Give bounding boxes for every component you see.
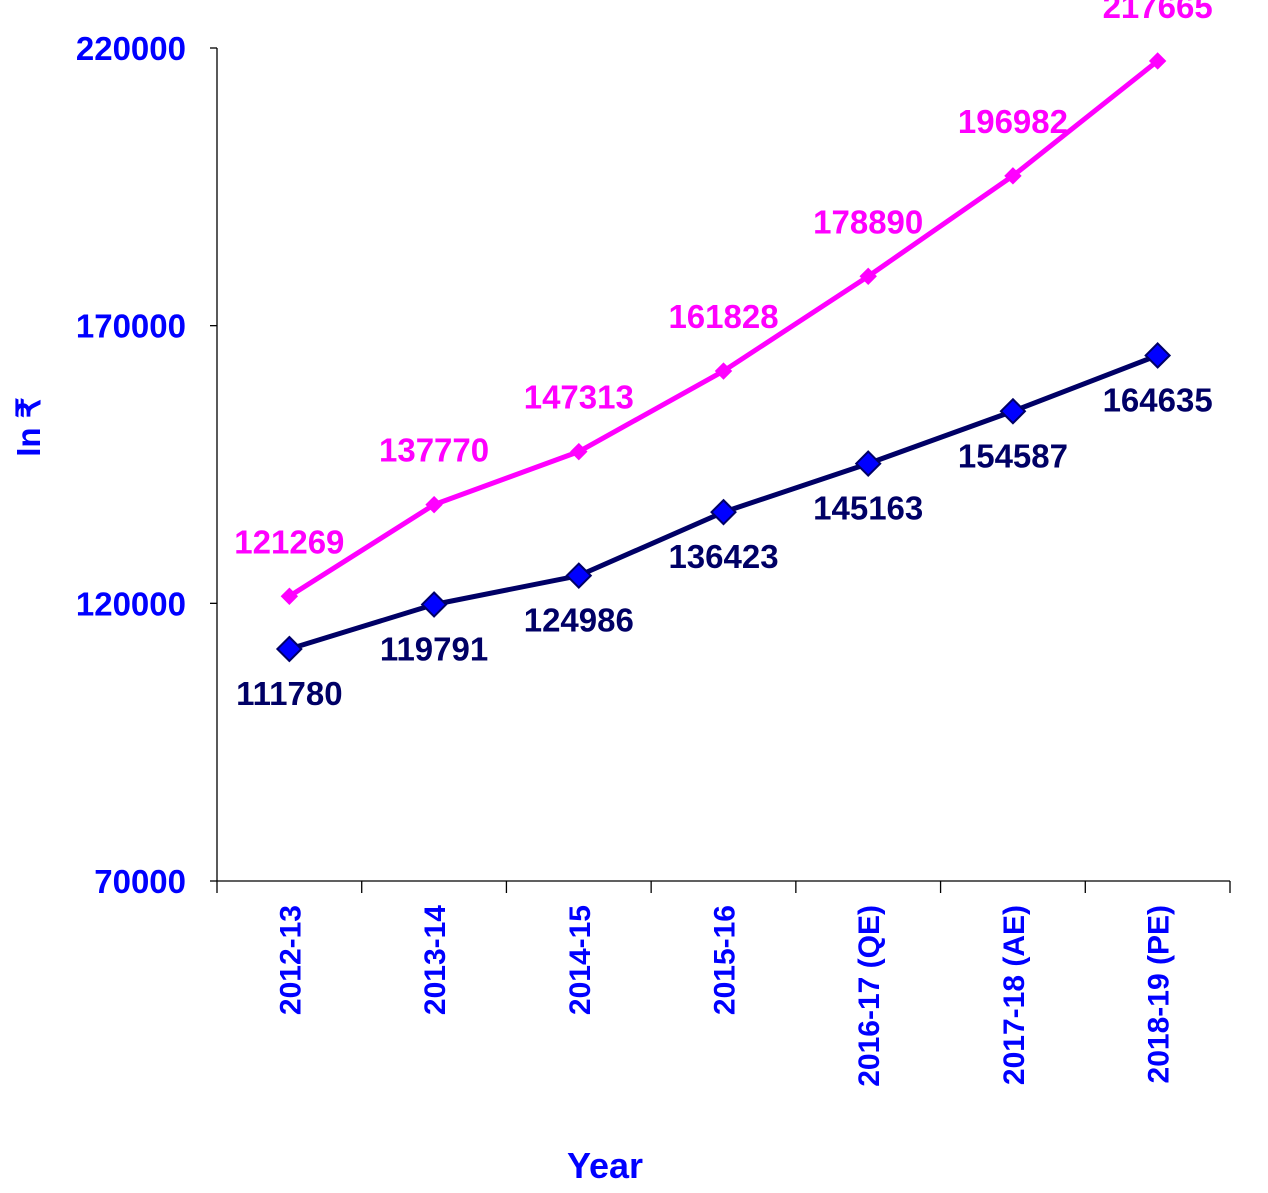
x-tick-label: 2016-17 (QE) xyxy=(853,905,886,1087)
data-label: 119791 xyxy=(380,630,488,667)
data-label: 145163 xyxy=(813,490,923,527)
data-point-marker xyxy=(280,587,299,605)
y-tick-label: 220000 xyxy=(76,30,186,67)
y-tick-label: 170000 xyxy=(76,308,186,345)
data-point-marker xyxy=(854,450,882,478)
data-label: 147313 xyxy=(524,379,634,416)
data-label: 164635 xyxy=(1103,381,1213,418)
data-label: 137770 xyxy=(379,432,489,469)
data-point-marker xyxy=(999,397,1027,425)
data-label: 136423 xyxy=(668,538,778,575)
data-label: 217665 xyxy=(1103,0,1213,25)
data-point-marker xyxy=(565,562,593,590)
data-point-marker xyxy=(275,635,303,663)
x-tick-label: 2014-15 xyxy=(564,905,597,1015)
x-tick-label: 2017-18 (AE) xyxy=(998,905,1031,1085)
data-point-marker xyxy=(714,362,733,380)
data-label: 121269 xyxy=(234,523,344,560)
y-axis-label: In ₹ xyxy=(10,397,47,457)
data-label: 154587 xyxy=(958,437,1068,474)
data-labels: 121269 137770 147313 161828 178890 196982 2176… xyxy=(234,0,1212,712)
data-point-marker xyxy=(859,267,877,286)
data-point-marker xyxy=(420,591,448,618)
y-tick-label: 120000 xyxy=(76,585,186,622)
y-tick-label: 70000 xyxy=(94,863,186,900)
data-point-marker xyxy=(1144,342,1172,369)
data-point-marker xyxy=(710,498,737,526)
data-point-marker xyxy=(1004,167,1022,185)
x-tick-label: 2012-13 xyxy=(274,905,307,1015)
data-point-marker xyxy=(570,442,588,461)
series-markers xyxy=(275,52,1172,663)
data-label: 161828 xyxy=(668,298,778,335)
x-tick-label: 2015-16 xyxy=(709,905,742,1015)
x-tick-label: 2013-14 xyxy=(419,905,452,1015)
data-point-marker xyxy=(425,495,443,514)
x-tick-label: 2018-19 (PE) xyxy=(1143,905,1176,1083)
data-label: 178890 xyxy=(813,203,923,240)
data-point-marker xyxy=(1148,52,1167,70)
data-label: 196982 xyxy=(958,103,1068,140)
data-label: 111780 xyxy=(236,675,342,712)
axes: 70000 120000 170000 220000 2012-13 2013-14 201… xyxy=(76,30,1231,1087)
x-axis-label: Year xyxy=(567,1145,643,1186)
data-label: 124986 xyxy=(524,602,634,639)
